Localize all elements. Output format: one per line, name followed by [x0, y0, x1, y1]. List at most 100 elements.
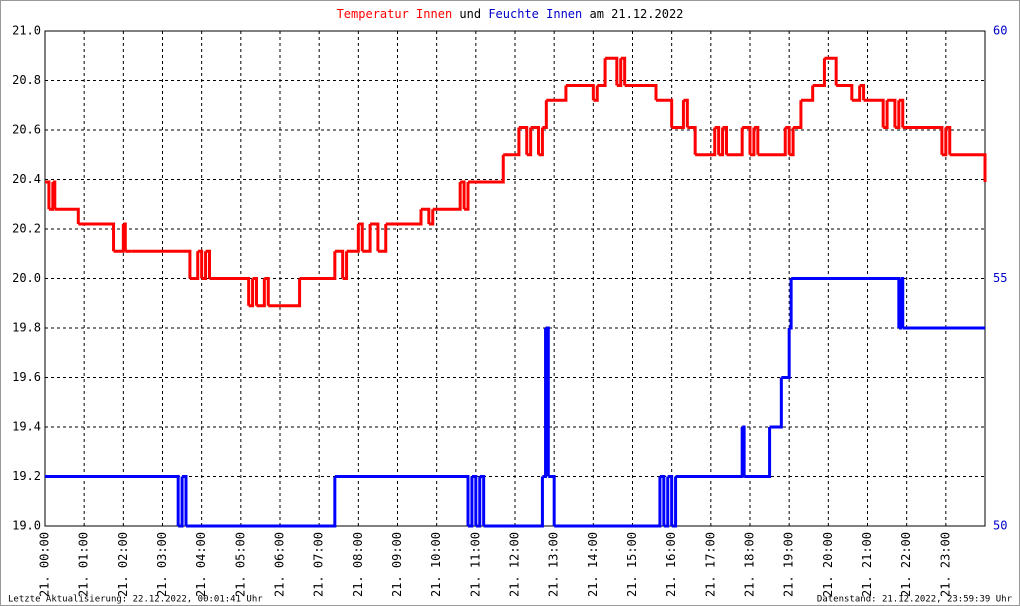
line-step	[605, 56, 619, 86]
line-step	[945, 126, 952, 155]
x-tick-label: 21. 22:00	[899, 532, 913, 597]
y-tick-label: 20.4	[12, 172, 41, 186]
x-tick-label: 21. 21:00	[860, 532, 874, 597]
y-tick-label: 19.8	[12, 321, 41, 335]
y-tick-label: 19.0	[12, 519, 41, 533]
line-step	[793, 100, 803, 130]
x-tick-label: 21. 12:00	[508, 532, 522, 597]
x-tick-label: 21. 14:00	[586, 532, 600, 597]
line-step	[742, 425, 746, 477]
line-step	[769, 377, 783, 429]
line-step	[750, 127, 756, 157]
y-tick-label: 20.0	[12, 271, 41, 285]
line-step	[526, 127, 533, 157]
line-step	[887, 98, 897, 128]
line-step	[695, 127, 717, 157]
y-tick-label: 21.0	[12, 24, 41, 38]
line-step	[475, 476, 482, 528]
line-step	[548, 475, 556, 526]
line-step	[428, 209, 435, 226]
line-step	[791, 277, 901, 328]
line-step	[432, 181, 462, 211]
line-step	[781, 328, 791, 379]
line-step	[530, 126, 540, 155]
line-step	[518, 126, 529, 155]
line-step	[186, 476, 337, 528]
line-step	[785, 126, 791, 155]
line-step	[468, 154, 505, 184]
line-step	[726, 127, 744, 157]
line-step	[201, 251, 208, 280]
line-step	[377, 224, 388, 253]
line-step	[663, 476, 670, 528]
line-step	[464, 181, 470, 211]
line-step	[471, 475, 478, 526]
line-step	[256, 278, 266, 308]
line-step	[542, 328, 548, 478]
title-part: am 21.12.2022	[589, 7, 683, 21]
x-tick-label: 21. 07:00	[312, 532, 326, 597]
line-step	[675, 427, 744, 478]
x-tick-label: 21. 17:00	[703, 532, 717, 597]
title-part: Temperatur Innen	[337, 7, 453, 21]
line-step	[78, 222, 116, 252]
line-step	[45, 180, 51, 210]
line-step	[385, 209, 423, 226]
footer-right: Datenstand: 21.12.2022, 23:59:39 Uhr	[817, 595, 1013, 605]
line-step	[334, 249, 345, 279]
line-step	[182, 475, 188, 526]
footer-left: Letzte Aktualisierung: 22.12.2022, 00:01…	[8, 595, 263, 605]
line-step	[757, 127, 787, 157]
line-step	[883, 100, 889, 130]
line-step	[197, 249, 204, 279]
line-step	[565, 83, 595, 101]
y-tick-label: 20.8	[12, 73, 41, 87]
line-step	[334, 475, 470, 526]
line-step	[503, 127, 521, 157]
line-step	[45, 475, 180, 526]
line-step	[859, 83, 866, 101]
line-step	[671, 476, 678, 528]
x-tick-label: 21. 04:00	[194, 532, 208, 597]
y-tick-label: 19.4	[12, 420, 41, 434]
line-step	[264, 277, 270, 306]
line-step	[358, 222, 364, 252]
x-tick-label: 21. 18:00	[743, 532, 757, 597]
x-tick-label: 21. 09:00	[390, 532, 404, 597]
line-step	[54, 207, 80, 225]
chart-title: Temperatur Innen und Feuchte Innen am 21…	[337, 7, 684, 21]
line-step	[178, 476, 184, 528]
line-step	[342, 251, 349, 280]
x-tick-label: 21. 20:00	[821, 532, 835, 597]
line-step	[836, 83, 854, 101]
y2-tick-label: 50	[993, 519, 1007, 533]
line-step	[812, 58, 826, 87]
line-step	[299, 251, 337, 280]
line-step	[542, 100, 548, 130]
line-step	[902, 126, 944, 155]
line-step	[538, 127, 544, 157]
line-step	[362, 224, 372, 253]
line-step	[667, 475, 674, 526]
line-step	[370, 222, 380, 252]
line-step	[722, 126, 728, 155]
line-step	[898, 98, 905, 128]
x-tick-label: 21. 06:00	[273, 532, 287, 597]
line-step	[900, 277, 905, 328]
line-step	[479, 475, 486, 526]
line-step	[252, 277, 258, 306]
line-step	[898, 278, 903, 330]
x-tick-label: 21. 02:00	[116, 532, 130, 597]
line-step	[546, 85, 568, 102]
x-tick-label: 21. 11:00	[468, 532, 482, 597]
line-step	[131, 249, 192, 279]
line-step	[205, 249, 211, 279]
line-step	[824, 56, 838, 86]
line-step	[346, 224, 360, 253]
line-step	[800, 85, 815, 102]
x-tick-label: 21. 01:00	[77, 532, 91, 597]
x-tick-label: 21. 10:00	[429, 532, 443, 597]
x-tick-label: 21. 15:00	[625, 532, 639, 597]
